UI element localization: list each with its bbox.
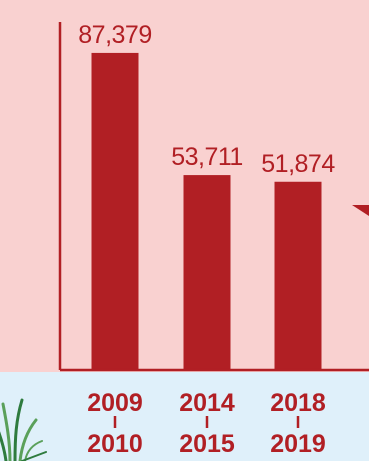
value-label-2018: 51,874: [261, 150, 335, 178]
lower-band: [0, 372, 369, 461]
value-label-2009: 87,379: [78, 21, 151, 49]
tick-label-bottom-2015: 2015: [179, 430, 235, 458]
grass-icon: [0, 398, 47, 461]
bars-group: [91, 52, 322, 370]
tick-label-top-2009: 2009: [87, 389, 143, 417]
bar-2009: [91, 52, 139, 370]
triangle-marker-icon: [352, 205, 369, 216]
value-label-2014: 53,711: [171, 143, 243, 171]
value-labels-group: 87,379 53,711 51,874: [78, 21, 336, 178]
bar-2018: [274, 181, 322, 370]
tick-label-top-2014: 2014: [179, 389, 235, 417]
tick-label-top-2018: 2018: [270, 389, 326, 417]
bar-2014: [183, 175, 231, 370]
tick-label-bottom-2010: 2010: [87, 430, 143, 458]
x-ticks-group: 2009 2010 2014 2015 2018 2019: [87, 389, 326, 458]
tick-label-bottom-2019: 2019: [270, 430, 326, 458]
